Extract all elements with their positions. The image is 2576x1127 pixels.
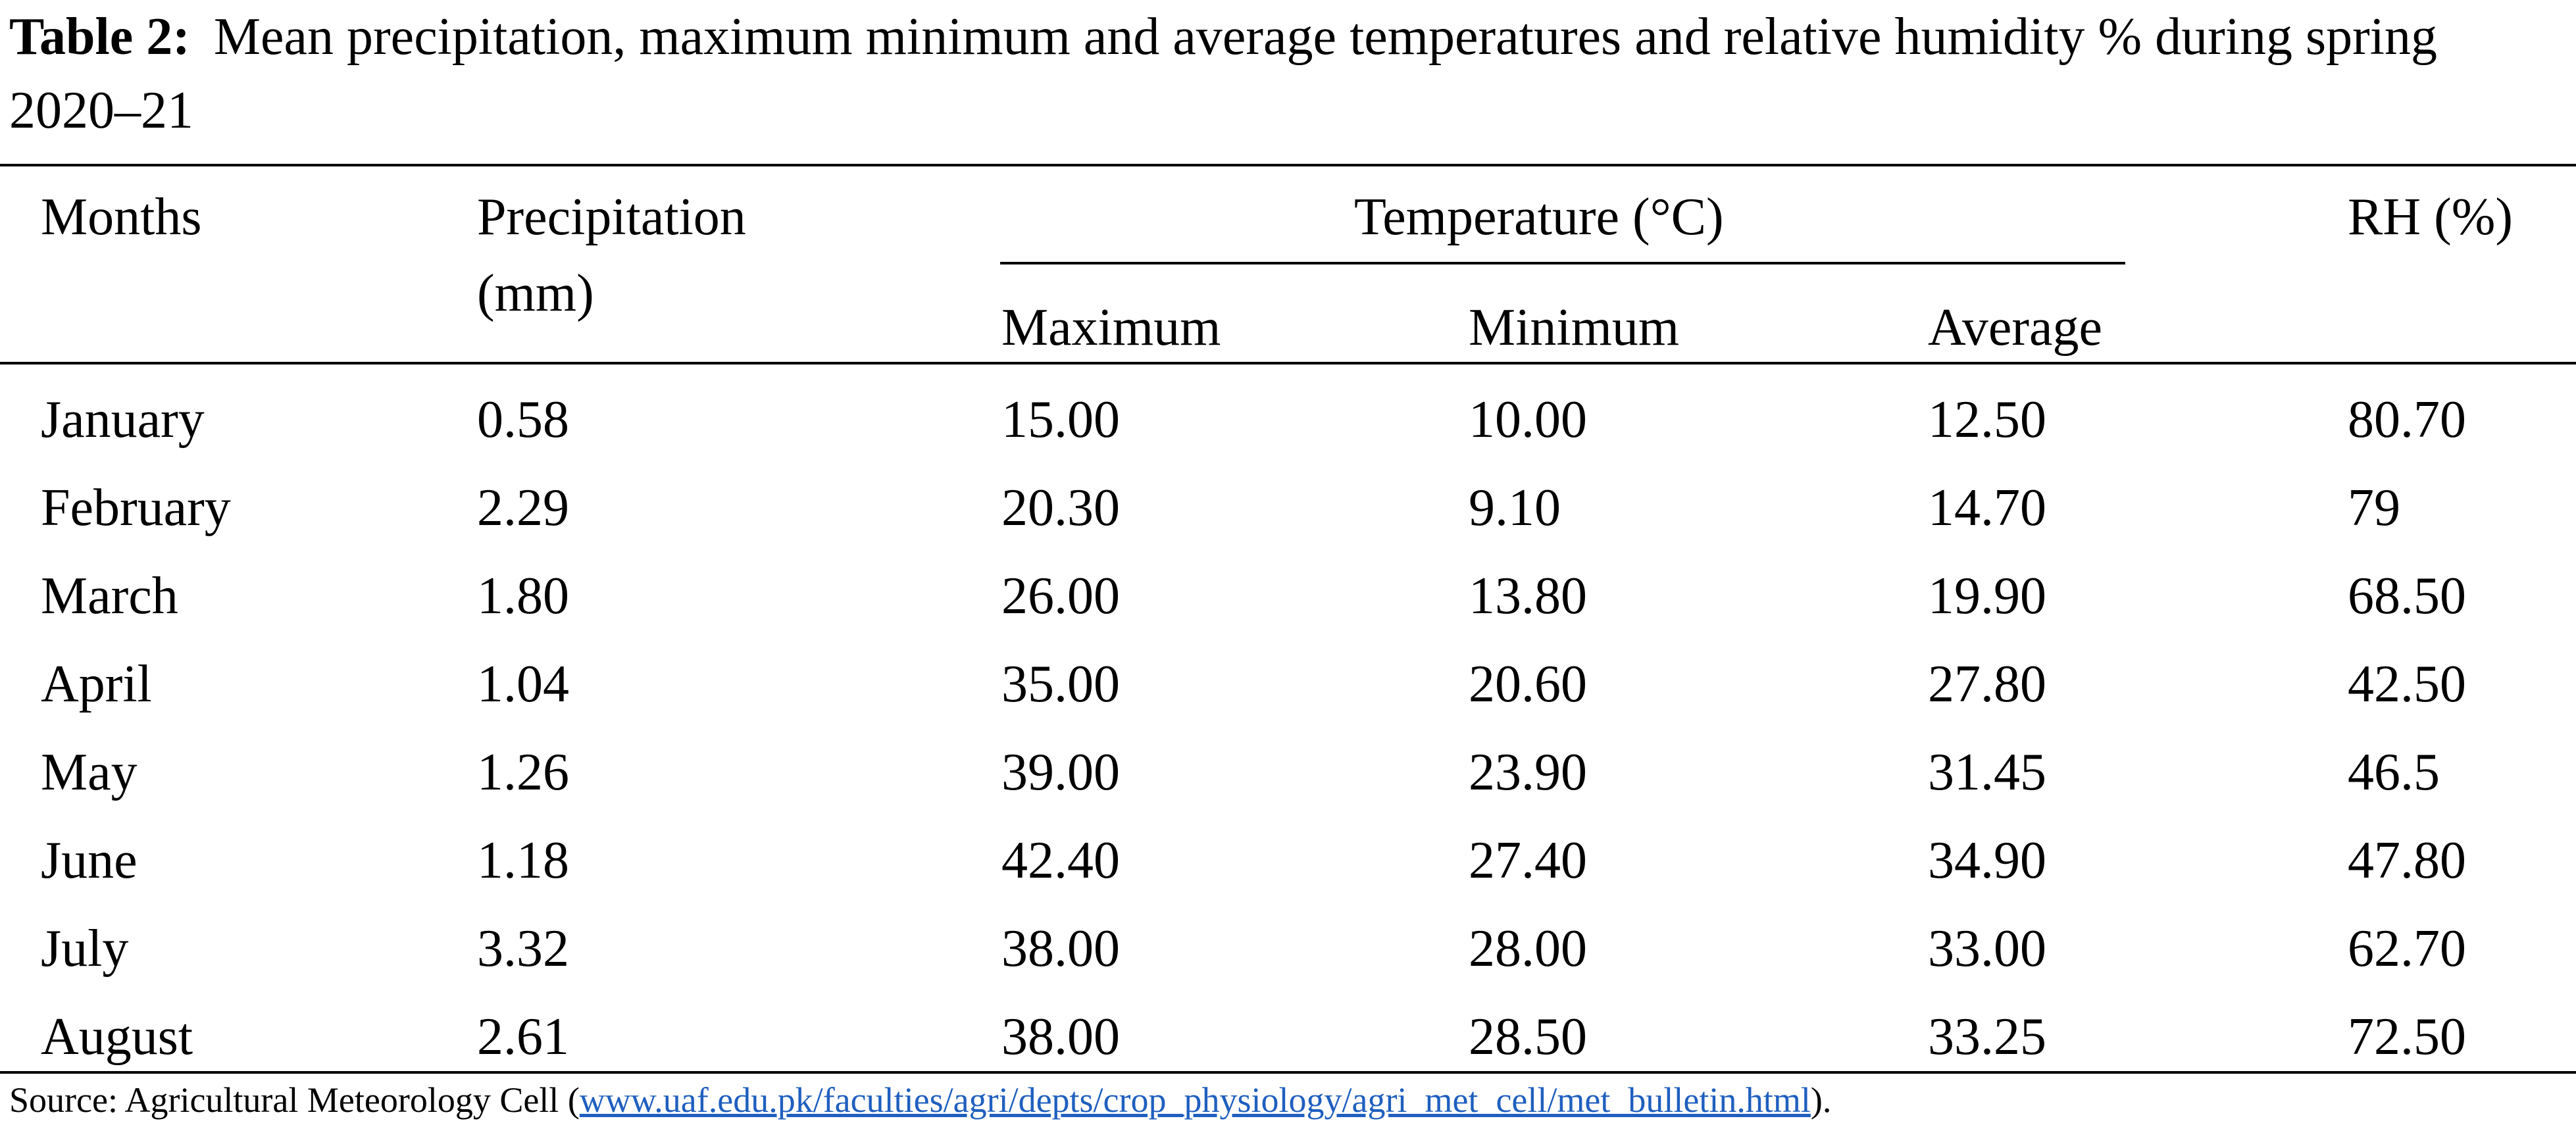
cell-month: August bbox=[41, 1008, 193, 1066]
header-maximum: Maximum bbox=[1001, 299, 1221, 357]
cell-maximum: 38.00 bbox=[1001, 920, 1120, 978]
cell-minimum: 10.00 bbox=[1469, 391, 1587, 449]
cell-minimum: 13.80 bbox=[1469, 567, 1587, 625]
cell-precipitation: 1.18 bbox=[477, 832, 569, 889]
caption-text: Mean precipitation, maximum minimum and … bbox=[9, 8, 2437, 139]
top-rule bbox=[0, 164, 2576, 166]
header-minimum: Minimum bbox=[1469, 299, 1680, 357]
cell-maximum: 38.00 bbox=[1001, 1008, 1120, 1066]
cell-maximum: 39.00 bbox=[1001, 743, 1120, 801]
cell-average: 14.70 bbox=[1928, 479, 2046, 537]
caption-label: Table 2: bbox=[9, 8, 190, 66]
cell-average: 33.00 bbox=[1928, 920, 2046, 978]
cell-month: May bbox=[41, 743, 138, 801]
cell-maximum: 26.00 bbox=[1001, 567, 1120, 625]
cell-precipitation: 0.58 bbox=[477, 391, 569, 449]
cell-rh: 47.80 bbox=[2348, 832, 2466, 889]
cell-maximum: 42.40 bbox=[1001, 832, 1120, 889]
cell-month: June bbox=[41, 832, 138, 889]
temperature-group-rule bbox=[1000, 262, 2125, 264]
cell-maximum: 15.00 bbox=[1001, 391, 1120, 449]
cell-month: April bbox=[41, 655, 152, 713]
cell-minimum: 28.00 bbox=[1469, 920, 1587, 978]
source-prefix: Source: Agricultural Meteorology Cell ( bbox=[9, 1080, 580, 1120]
cell-precipitation: 1.26 bbox=[477, 743, 569, 801]
cell-month: February bbox=[41, 479, 231, 537]
cell-precipitation: 1.80 bbox=[477, 567, 569, 625]
header-average: Average bbox=[1928, 299, 2102, 357]
cell-rh: 72.50 bbox=[2348, 1008, 2466, 1066]
cell-precipitation: 1.04 bbox=[477, 655, 569, 713]
source-suffix: ). bbox=[1810, 1080, 1832, 1120]
cell-average: 31.45 bbox=[1928, 743, 2046, 801]
header-rh: RH (%) bbox=[2348, 188, 2513, 246]
cell-average: 34.90 bbox=[1928, 832, 2046, 889]
bottom-rule bbox=[0, 1071, 2576, 1074]
cell-minimum: 27.40 bbox=[1469, 832, 1587, 889]
cell-precipitation: 2.29 bbox=[477, 479, 569, 537]
cell-average: 12.50 bbox=[1928, 391, 2046, 449]
table-caption: Table 2: Mean precipitation, maximum mini… bbox=[9, 0, 2569, 147]
cell-average: 27.80 bbox=[1928, 655, 2046, 713]
cell-rh: 79 bbox=[2348, 479, 2400, 537]
header-precipitation: Precipitation bbox=[477, 188, 746, 246]
cell-precipitation: 2.61 bbox=[477, 1008, 569, 1066]
source-link[interactable]: www.uaf.edu.pk/faculties/agri/depts/crop… bbox=[579, 1080, 1811, 1120]
cell-month: March bbox=[41, 567, 178, 625]
cell-average: 33.25 bbox=[1928, 1008, 2046, 1066]
cell-rh: 46.5 bbox=[2348, 743, 2440, 801]
cell-minimum: 20.60 bbox=[1469, 655, 1587, 713]
cell-maximum: 35.00 bbox=[1001, 655, 1120, 713]
cell-rh: 42.50 bbox=[2348, 655, 2466, 713]
cell-rh: 62.70 bbox=[2348, 920, 2466, 978]
cell-average: 19.90 bbox=[1928, 567, 2046, 625]
cell-minimum: 23.90 bbox=[1469, 743, 1587, 801]
cell-rh: 80.70 bbox=[2348, 391, 2466, 449]
header-temperature: Temperature (°C) bbox=[1354, 188, 1724, 246]
cell-precipitation: 3.32 bbox=[477, 920, 569, 978]
cell-minimum: 28.50 bbox=[1469, 1008, 1587, 1066]
cell-month: July bbox=[41, 920, 129, 978]
cell-rh: 68.50 bbox=[2348, 567, 2466, 625]
cell-maximum: 20.30 bbox=[1001, 479, 1120, 537]
header-months: Months bbox=[41, 188, 202, 246]
header-precipitation-unit: (mm) bbox=[477, 264, 594, 322]
cell-month: January bbox=[41, 391, 205, 449]
header-bottom-rule bbox=[0, 362, 2576, 364]
cell-minimum: 9.10 bbox=[1469, 479, 1561, 537]
table-source-note: Source: Agricultural Meteorology Cell (w… bbox=[9, 1074, 1831, 1126]
